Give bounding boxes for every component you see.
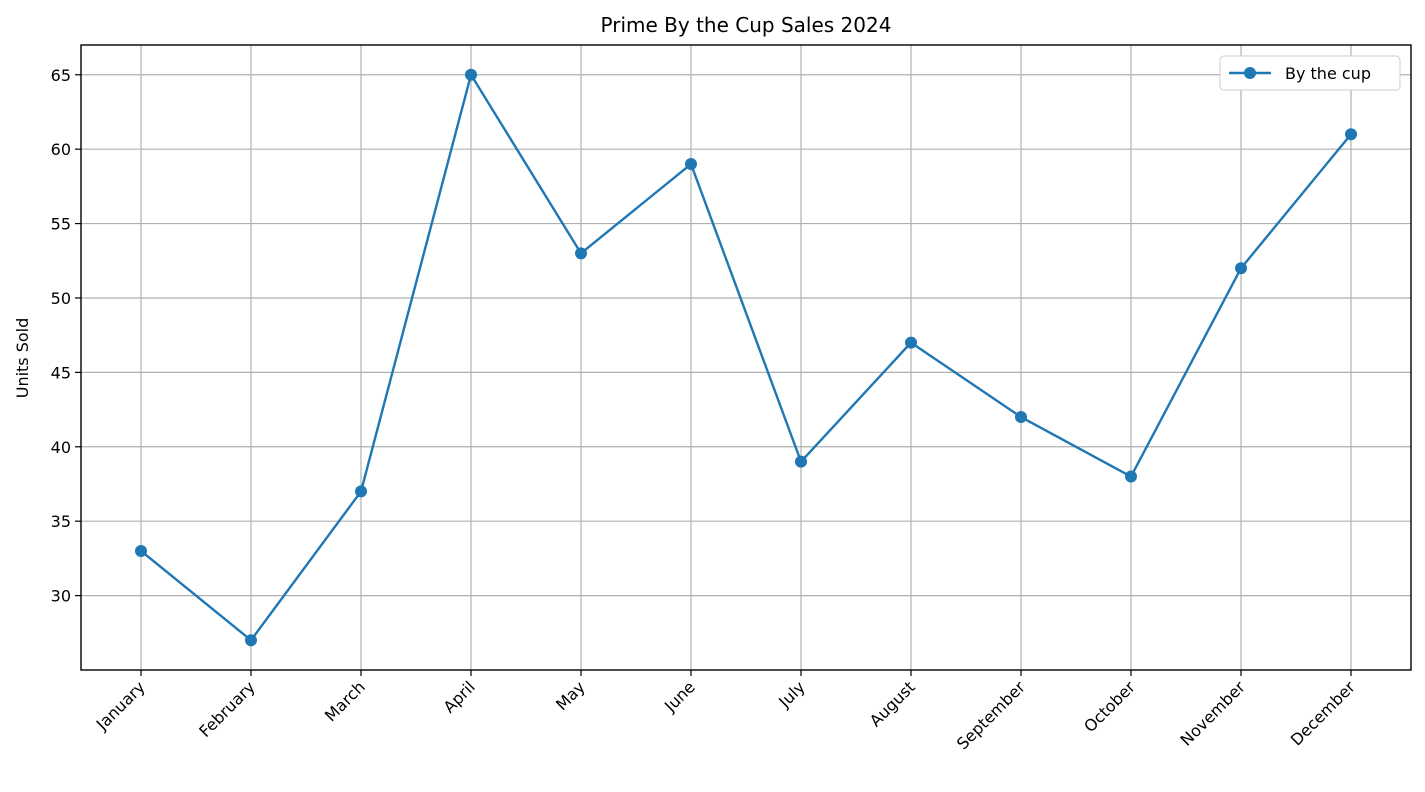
grid [81,45,1411,670]
data-point [1125,470,1137,483]
data-point [905,336,917,349]
y-axis-ticks: 30 35 40 45 50 55 60 65 [51,66,81,606]
x-tick-label: March [321,677,369,725]
chart-title: Prime By the Cup Sales 2024 [601,13,892,37]
y-tick-label: 65 [51,66,71,85]
y-tick-label: 40 [51,438,71,457]
x-tick-label: August [866,677,919,730]
y-tick-label: 30 [51,587,71,606]
x-axis-ticks: January February March April May June July Augu… [92,670,1359,753]
data-point [465,68,477,81]
data-point [355,485,367,498]
y-tick-label: 60 [51,140,71,159]
data-point [245,634,257,647]
data-point [575,247,587,260]
x-tick-label: February [195,677,259,741]
x-tick-label: June [660,677,699,716]
x-tick-label: January [92,677,149,734]
x-tick-label: May [552,677,589,714]
x-tick-label: December [1287,677,1359,749]
data-point [795,455,807,468]
legend-box [1219,55,1401,91]
plot-area-frame [80,44,1412,671]
legend-marker [1244,67,1256,79]
y-tick-label: 45 [51,363,71,382]
data-point [1345,128,1357,141]
y-tick-label: 35 [51,512,71,531]
x-tick-label: November [1177,677,1250,750]
data-point [685,158,697,171]
x-tick-label: September [953,677,1029,753]
data-point [135,544,147,557]
data-point [1015,411,1027,424]
y-axis-label: Units Sold [13,318,32,399]
series-layer [135,68,1357,647]
x-tick-label: April [440,677,479,716]
x-tick-label: October [1080,677,1139,736]
data-point [1235,262,1247,275]
x-tick-label: July [774,677,808,711]
legend-entry-label: By the cup [1285,64,1371,83]
legend: By the cup [1219,55,1401,91]
y-tick-label: 55 [51,215,71,234]
series-line [140,73,1352,642]
y-tick-label: 50 [51,289,71,308]
